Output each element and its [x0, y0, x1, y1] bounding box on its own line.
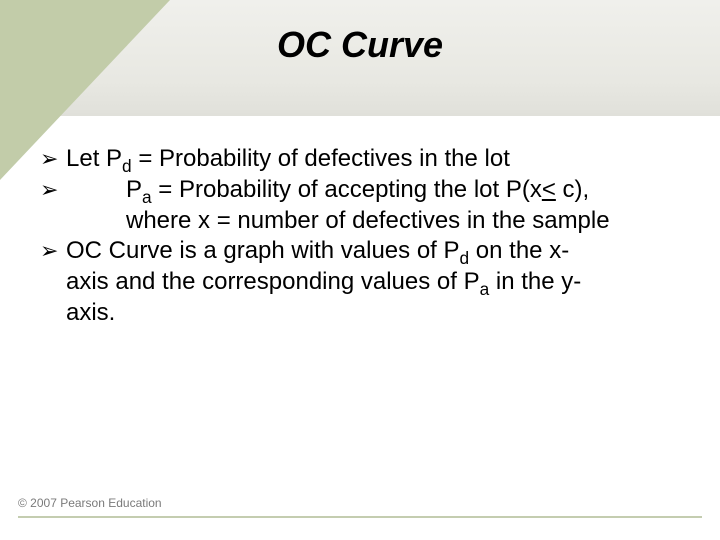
slide-body: ➢ Let Pd = Probability of defectives in …	[40, 144, 680, 328]
bullet-glyph-icon: ➢	[40, 175, 66, 206]
subscript: a	[142, 187, 152, 207]
text-fragment: P	[126, 176, 142, 203]
text-indent	[66, 207, 126, 234]
subscript: d	[460, 248, 470, 268]
copyright-footer: © 2007 Pearson Education	[18, 496, 162, 510]
bullet-glyph-icon: ➢	[40, 144, 66, 175]
bullet-1: ➢ Let Pd = Probability of defectives in …	[40, 144, 680, 175]
text-fragment: axis and the corresponding values of P	[66, 268, 480, 295]
text-fragment: = Probability of defectives in the lot	[132, 145, 510, 172]
text-indent	[66, 176, 126, 203]
text-fragment: Let P	[66, 145, 122, 172]
text-fragment: c),	[556, 176, 589, 203]
text-fragment: OC Curve is a graph with values of P	[66, 237, 460, 264]
bullet-3-text: OC Curve is a graph with values of Pd on…	[66, 236, 680, 328]
slide: OC Curve ➢ Let Pd = Probability of defec…	[0, 0, 720, 540]
text-fragment: where x = number of defectives in the sa…	[126, 207, 610, 234]
subscript: d	[122, 156, 132, 176]
text-fragment: on the x-	[469, 237, 569, 264]
subscript: a	[480, 279, 490, 299]
bullet-3: ➢ OC Curve is a graph with values of Pd …	[40, 236, 680, 328]
bullet-2-text: Pa = Probability of accepting the lot P(…	[66, 175, 680, 236]
text-fragment: = Probability of accepting the lot P(x	[152, 176, 542, 203]
text-underline: <	[542, 176, 556, 203]
footer-rule	[18, 516, 702, 518]
bullet-2: ➢ Pa = Probability of accepting the lot …	[40, 175, 680, 236]
text-fragment: axis.	[66, 299, 115, 326]
bullet-1-text: Let Pd = Probability of defectives in th…	[66, 144, 680, 175]
bullet-glyph-icon: ➢	[40, 236, 66, 267]
text-fragment: in the y-	[489, 268, 581, 295]
slide-title: OC Curve	[0, 24, 720, 66]
